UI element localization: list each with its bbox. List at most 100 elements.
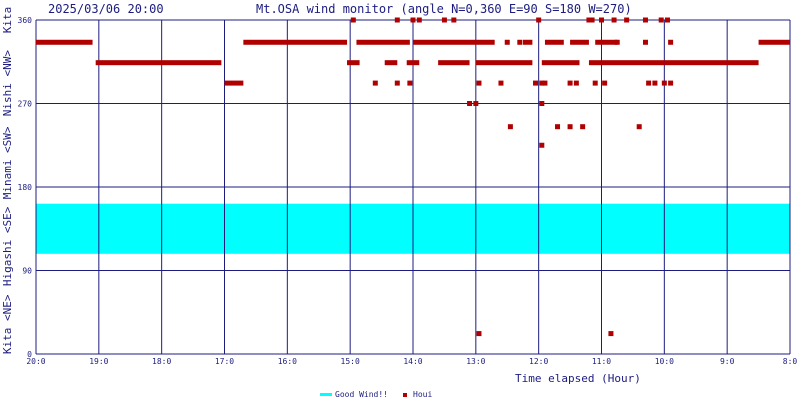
houi-run xyxy=(664,60,759,66)
houi-point xyxy=(476,331,482,337)
grid xyxy=(35,19,791,355)
houi-run xyxy=(413,39,495,45)
houi-point xyxy=(642,39,648,45)
header-datetime: 2025/03/06 20:00 xyxy=(48,2,164,16)
legend-good-wind-label: Good Wind!! xyxy=(335,390,388,399)
houi-run xyxy=(544,39,564,45)
houi-point xyxy=(573,80,579,86)
houi-point xyxy=(636,124,642,130)
houi-run xyxy=(384,60,398,66)
direction-label: Kita <NE> xyxy=(1,294,14,354)
houi-point xyxy=(350,17,356,23)
x-tick-label: 11:0 xyxy=(592,357,611,366)
houi-point xyxy=(441,17,447,23)
y-tick-label: 90 xyxy=(22,267,32,276)
houi-run xyxy=(438,60,470,66)
houi-point xyxy=(586,17,592,23)
houi-series xyxy=(36,17,790,337)
houi-point xyxy=(624,17,630,23)
x-tick-label: 14:0 xyxy=(403,357,422,366)
houi-point xyxy=(539,80,545,86)
legend: Good Wind!! Houi xyxy=(320,390,432,399)
houi-point xyxy=(533,80,539,86)
legend-good-wind-swatch xyxy=(320,393,332,396)
direction-label: Nishi <NW> xyxy=(1,50,14,117)
x-axis-label: Time elapsed (Hour) xyxy=(515,372,641,385)
legend-houi-label: Houi xyxy=(413,390,432,399)
x-tick-label: 17:0 xyxy=(215,357,234,366)
houi-run xyxy=(243,39,348,45)
houi-run xyxy=(475,60,533,66)
houi-point xyxy=(539,142,545,148)
houi-point xyxy=(642,17,648,23)
houi-run xyxy=(224,80,244,86)
x-tick-label: 13:0 xyxy=(466,357,485,366)
houi-point xyxy=(536,17,542,23)
houi-run xyxy=(570,39,589,45)
houi-point xyxy=(567,80,573,86)
houi-point xyxy=(394,17,400,23)
direction-label: Higashi <SE> xyxy=(1,206,14,286)
houi-point xyxy=(658,17,664,23)
houi-point xyxy=(592,80,598,86)
houi-point xyxy=(473,101,479,106)
houi-point xyxy=(407,80,413,86)
houi-point xyxy=(410,17,416,23)
x-tick-label: 18:0 xyxy=(152,357,171,366)
houi-run xyxy=(595,39,618,45)
y-tick-labels: 360 270 180 90 0 xyxy=(18,16,33,359)
houi-point xyxy=(664,17,670,23)
houi-run xyxy=(36,39,93,45)
houi-point xyxy=(652,80,658,86)
y-tick-label: 0 xyxy=(27,350,32,359)
houi-point xyxy=(661,80,667,86)
houi-point xyxy=(611,17,617,23)
houi-point xyxy=(646,80,652,86)
chart-title: Mt.OSA wind monitor (angle N=0,360 E=90 … xyxy=(256,2,632,16)
houi-point xyxy=(517,39,523,45)
x-tick-label: 19:0 xyxy=(89,357,108,366)
houi-point xyxy=(567,124,573,130)
houi-point xyxy=(542,80,548,86)
direction-label: Kita xyxy=(1,7,14,34)
houi-run xyxy=(356,39,410,45)
houi-point xyxy=(504,39,510,45)
houi-run xyxy=(95,60,222,66)
y-tick-label: 360 xyxy=(18,16,33,25)
houi-run xyxy=(541,60,580,66)
x-tick-label: 20:0 xyxy=(26,357,45,366)
houi-point xyxy=(599,17,604,23)
houi-run xyxy=(588,60,665,66)
x-tick-label: 16:0 xyxy=(278,357,297,366)
x-tick-label: 9:0 xyxy=(720,357,735,366)
houi-point xyxy=(498,80,504,86)
houi-point xyxy=(394,80,400,86)
houi-point xyxy=(467,101,473,106)
x-tick-label: 8:0 xyxy=(783,357,798,366)
houi-run xyxy=(522,39,533,45)
houi-point xyxy=(539,101,545,106)
houi-point xyxy=(451,17,457,23)
houi-point xyxy=(608,331,614,337)
x-tick-label: 10:0 xyxy=(655,357,674,366)
houi-point xyxy=(589,17,595,23)
houi-point xyxy=(668,80,674,86)
houi-point xyxy=(614,39,620,45)
x-tick-label: 12:0 xyxy=(529,357,548,366)
direction-labels: Kita Nishi <NW> Minami <SW> Higashi <SE> Kit… xyxy=(1,7,14,354)
houi-run xyxy=(406,60,420,66)
houi-point xyxy=(602,80,608,86)
y-tick-label: 270 xyxy=(18,100,33,109)
houi-run xyxy=(758,39,790,45)
houi-point xyxy=(668,39,674,45)
houi-point xyxy=(555,124,561,130)
houi-point xyxy=(476,80,482,86)
y-tick-label: 180 xyxy=(18,183,33,192)
x-tick-labels: 20:0 19:0 18:0 17:0 16:0 15:0 14:0 13:0 12:0 11:0… xyxy=(26,357,797,366)
direction-label: Minami <SW> xyxy=(1,126,14,199)
houi-run xyxy=(347,60,360,66)
houi-point xyxy=(507,124,513,130)
houi-point xyxy=(580,124,586,130)
houi-point xyxy=(416,17,422,23)
